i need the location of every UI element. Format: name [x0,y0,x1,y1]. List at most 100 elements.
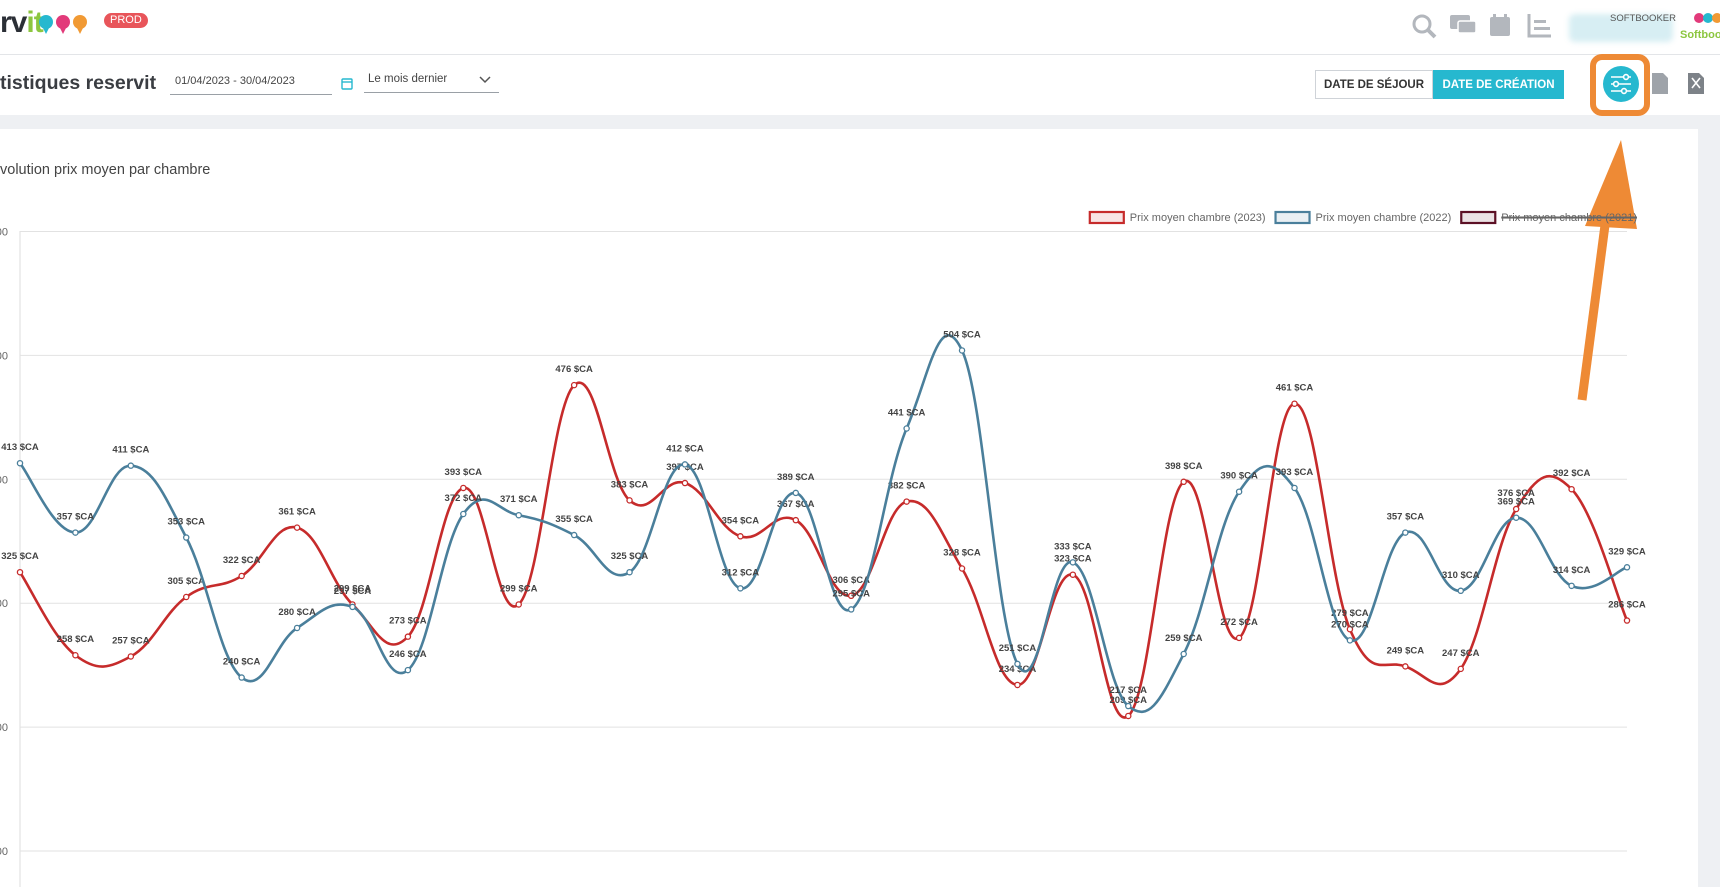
data-point [1125,702,1132,710]
data-label: 413 $CA [1,442,39,453]
data-label: 272 $CA [1220,617,1258,628]
y-tick-label: 500 [0,350,8,362]
brand-pins [1694,13,1720,23]
legend-label: Prix moyen chambre (2023) [1130,212,1266,224]
data-label: 328 $CA [943,548,981,559]
data-point [1623,564,1631,571]
data-label: 280 $CA [278,607,316,618]
data-point [1402,663,1409,670]
data-label: 259 $CA [1165,633,1203,644]
page-title: tistiques reservit [0,72,157,94]
logo-text: rv [0,6,27,39]
highlight-box [1590,54,1650,116]
data-point [1346,625,1354,633]
data-label: 234 $CA [999,664,1037,675]
data-label: 299 $CA [334,583,372,594]
legend-item[interactable]: Prix moyen chambre (2022) [1274,210,1452,225]
data-label: 247 $CA [1442,648,1480,659]
data-point [404,666,412,674]
data-label: 355 $CA [555,514,593,525]
data-point [182,593,190,601]
data-label: 333 $CA [1054,541,1092,552]
logo[interactable]: rvit [0,6,44,40]
data-point [16,568,24,576]
data-label: 312 $CA [722,567,760,578]
legend-item[interactable]: Prix moyen chambre (2023) [1088,210,1266,225]
data-label: 246 $CA [389,649,427,660]
data-label: 305 $CA [167,576,205,587]
pdf-icon[interactable] [1652,73,1668,94]
data-label: 354 $CA [722,515,760,526]
data-label: 240 $CA [223,657,261,668]
data-label: 286 $CA [1608,600,1646,611]
data-point [1014,681,1021,689]
data-point [1512,505,1520,513]
mode-button[interactable]: DATE DE SÉJOUR [1315,70,1433,99]
data-point [737,585,744,592]
data-point [626,568,633,576]
data-point [127,462,135,469]
data-label: 270 $CA [1331,619,1369,630]
legend-swatch [1088,210,1125,225]
legend-label: Prix moyen chambre (2022) [1316,212,1452,224]
data-label: 299 $CA [500,583,538,594]
data-label: 273 $CA [389,616,427,627]
data-point [238,674,245,681]
data-label: 476 $CA [555,364,593,375]
account-name: SOFTBOOKER [1610,13,1676,24]
annotation-arrow [1577,209,1612,401]
data-point [460,484,467,492]
data-point [681,461,689,468]
calendar-icon[interactable] [341,77,353,90]
data-label: 441 $CA [888,408,926,419]
data-label: 314 $CA [1553,565,1591,576]
series-line [18,334,1628,713]
data-label: 367 $CA [777,499,815,510]
data-point [570,531,578,539]
filter-icon [1611,73,1631,95]
mode-button[interactable]: DATE DE CRÉATION [1433,70,1564,99]
data-label: 398 $CA [1165,461,1203,472]
data-point [1512,514,1520,521]
select-chevron [479,76,491,84]
data-point [1014,660,1021,668]
data-point [1235,634,1243,642]
logo-text: it [26,6,43,39]
export-tools [1577,54,1704,401]
data-label: 382 $CA [888,481,926,492]
legend-label: Prix moyen chambre (2021) [1501,212,1637,224]
data-point [515,601,522,608]
data-label: 372 $CA [445,493,483,504]
chart-title: volution prix moyen par chambre [0,162,210,178]
legend: Prix moyen chambre (2023) Prix moyen cham… [1088,210,1637,225]
data-point [1623,617,1631,624]
period-select[interactable]: Le mois dernier [364,73,499,93]
data-label: 217 $CA [1110,685,1148,696]
data-label: 325 $CA [1,551,39,562]
date-range-input[interactable]: 01/04/2023 - 30/04/2023 [170,75,332,95]
data-point [1457,587,1465,595]
data-point [903,425,910,432]
data-point [792,516,800,524]
brand: Softbook [1680,29,1720,41]
data-label: 279 $CA [1331,608,1369,619]
data-point [847,592,855,600]
data-point [238,572,245,580]
data-point [1568,485,1575,493]
header-icons[interactable] [1410,12,1560,42]
legend-item[interactable]: Prix moyen chambre (2021) [1460,210,1637,225]
data-point [16,459,24,467]
user-avatar-blurred[interactable] [1569,14,1673,42]
data-label: 249 $CA [1387,645,1425,656]
data-point [1180,650,1187,658]
data-label: 461 $CA [1276,383,1314,394]
data-point [1235,488,1243,495]
data-point [903,498,910,505]
data-point [681,479,689,487]
data-point [847,606,855,613]
data-point [1069,559,1077,566]
data-label: 353 $CA [167,517,205,528]
excel-mark [1691,77,1701,89]
